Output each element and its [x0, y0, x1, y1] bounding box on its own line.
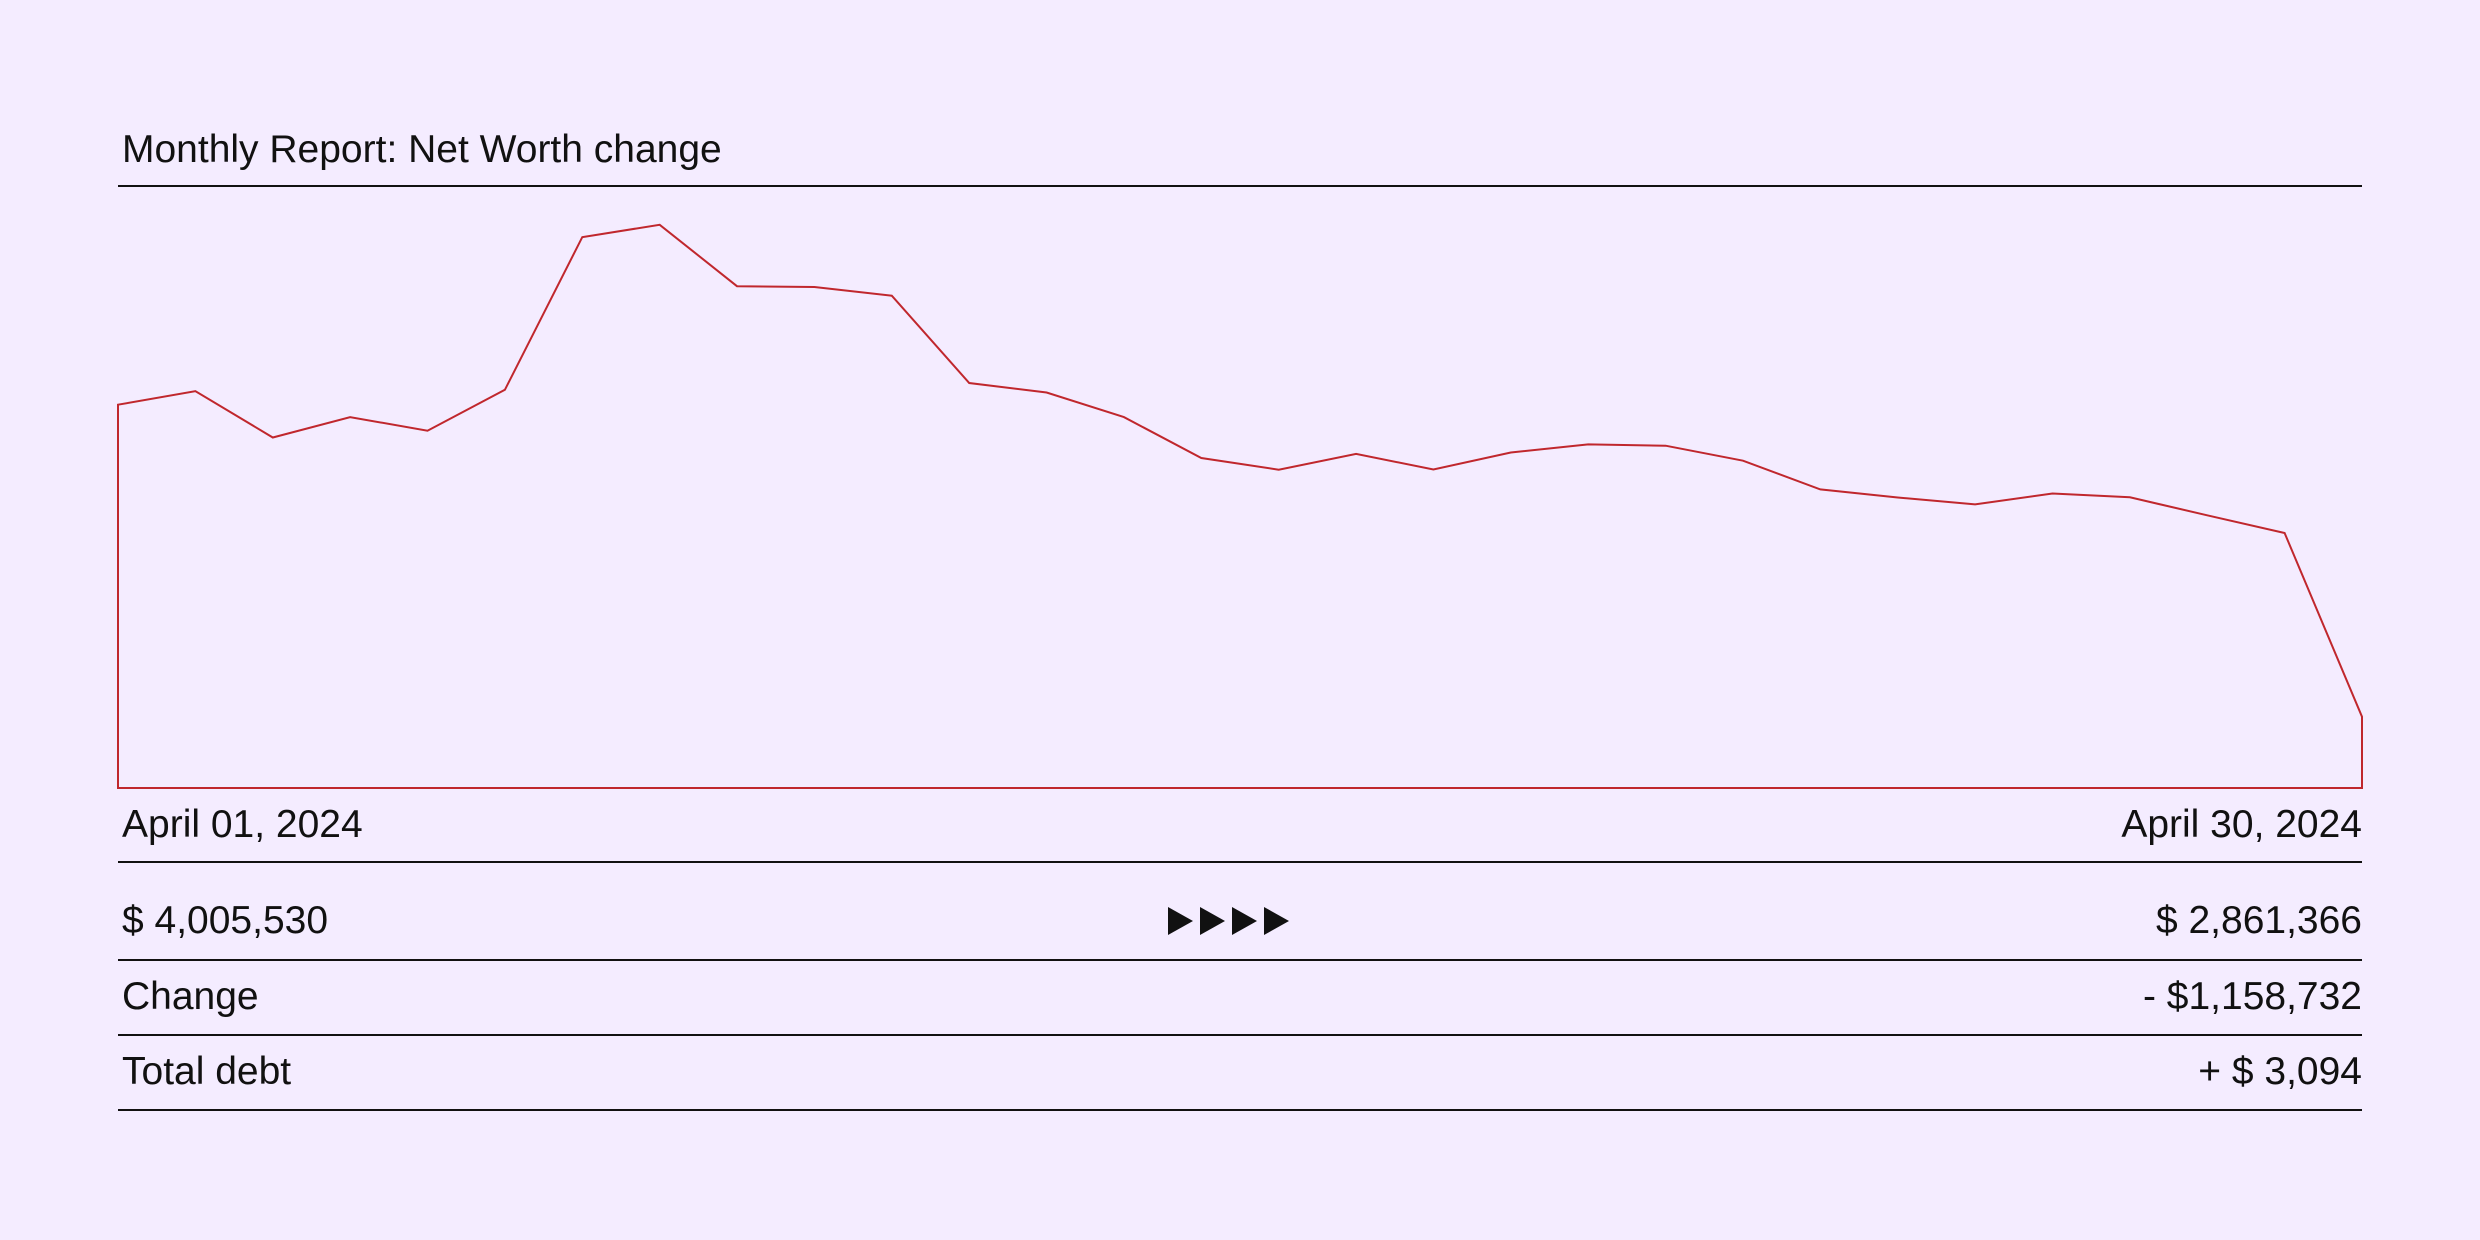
dates-divider [118, 861, 2362, 863]
debt-row: Total debt + $ 3,094 [118, 1042, 2362, 1102]
triangle-right-icon [1264, 907, 1289, 935]
total-debt-value: + $ 3,094 [2198, 1050, 2362, 1093]
debt-divider [118, 1109, 2362, 1111]
values-divider [118, 959, 2362, 961]
end-net-worth: $ 2,861,366 [2155, 899, 2362, 942]
end-date-label: April 30, 2024 [2121, 803, 2362, 846]
triangle-right-icon [1200, 907, 1225, 935]
change-divider [118, 1034, 2362, 1036]
net-worth-series-line [117, 223, 2363, 789]
date-range-row: April 01, 2024 April 30, 2024 [118, 795, 2362, 855]
report-title: Monthly Report: Net Worth change [122, 128, 722, 171]
change-row: Change - $1,158,732 [118, 967, 2362, 1027]
net-worth-report: Monthly Report: Net Worth change April 0… [117, 0, 2363, 1240]
start-net-worth: $ 4,005,530 [122, 899, 329, 942]
value-range-row: $ 4,005,530 $ 2,861,366 [118, 891, 2362, 951]
triangle-right-icon [1168, 907, 1193, 935]
change-label: Change [122, 975, 259, 1018]
change-value: - $1,158,732 [2142, 975, 2362, 1018]
total-debt-label: Total debt [122, 1050, 292, 1093]
progress-arrows [1168, 891, 1308, 951]
start-date-label: April 01, 2024 [122, 803, 363, 846]
title-divider [118, 185, 2362, 187]
net-worth-chart [117, 188, 2363, 789]
triangle-right-icon [1232, 907, 1257, 935]
net-worth-area-chart [117, 223, 2363, 789]
